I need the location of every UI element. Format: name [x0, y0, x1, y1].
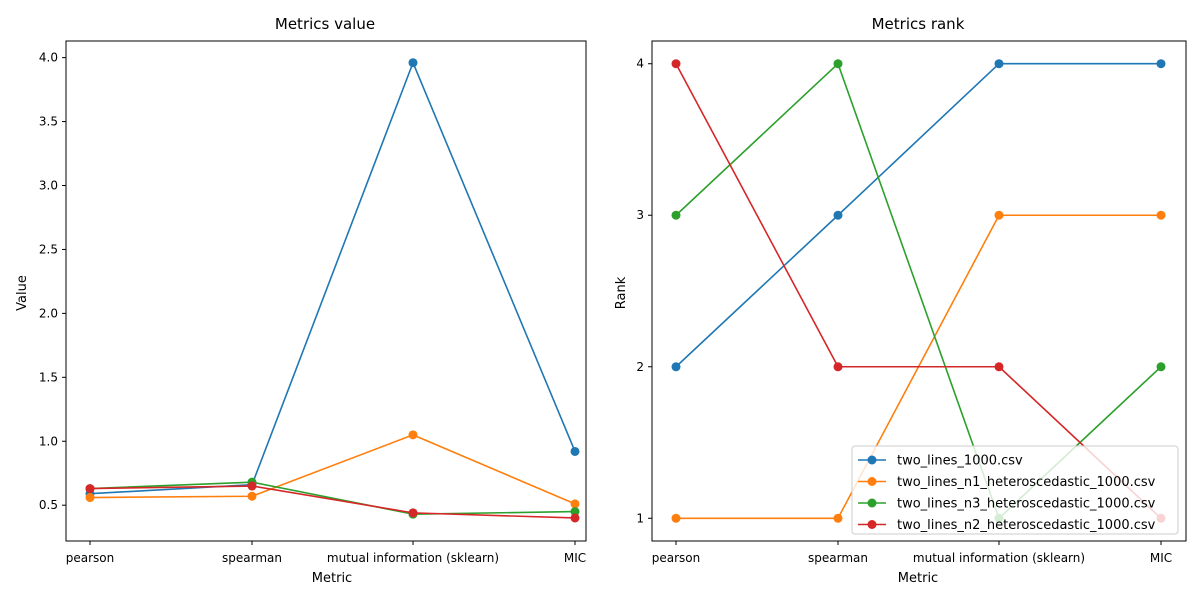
axes-frame-value — [65, 40, 587, 542]
legend-label: two_lines_n3_heteroscedastic_1000.csv — [897, 497, 1156, 512]
y-tick-label: 3.5 — [39, 115, 58, 129]
y-tick-label: 4.0 — [39, 51, 58, 65]
y-tick-label: 1 — [636, 511, 644, 525]
data-point — [570, 499, 580, 509]
data-point — [408, 430, 418, 440]
data-point — [408, 58, 418, 68]
data-point — [247, 491, 257, 501]
x-ticks-value: pearson spearman mutual information (sklea… — [66, 541, 586, 565]
y-tick-label: 2 — [636, 360, 644, 374]
legend-label: two_lines_n2_heteroscedastic_1000.csv — [897, 518, 1156, 533]
legend-label: two_lines_1000.csv — [897, 454, 1023, 469]
data-point — [994, 362, 1004, 372]
data-point — [671, 362, 681, 372]
legend-label: two_lines_n1_heteroscedastic_1000.csv — [897, 475, 1156, 490]
data-point — [833, 59, 843, 69]
y-tick-label: 0.5 — [39, 498, 58, 512]
data-point — [247, 481, 257, 491]
data-point — [994, 210, 1004, 220]
data-point — [408, 508, 418, 518]
legend: two_lines_1000.csv two_lines_n1_heterosce… — [851, 445, 1179, 535]
x-axis-label-rank: Metric — [898, 571, 938, 586]
legend-marker-swatch — [867, 498, 877, 508]
panel-title-value: Metrics value — [275, 15, 375, 33]
x-tick-label: mutual information (sklearn) — [327, 551, 499, 565]
series-group-value — [85, 58, 580, 523]
panel-title-rank: Metrics rank — [872, 15, 965, 33]
data-point — [1156, 362, 1166, 372]
series-line-4 — [89, 485, 576, 519]
series-line-3 — [89, 481, 576, 515]
y-ticks-rank: 1 2 3 4 — [636, 57, 652, 525]
y-axis-label-value: Value — [15, 275, 30, 311]
x-axis-label-value: Metric — [312, 571, 352, 586]
data-point — [833, 513, 843, 523]
data-point — [1156, 59, 1166, 69]
x-ticks-rank: pearson spearman mutual information (sklea… — [652, 541, 1172, 565]
x-tick-label: mutual information (sklearn) — [913, 551, 1085, 565]
data-point — [1156, 210, 1166, 220]
panel-metrics-value: Metrics value pearson spearman mutual info… — [15, 15, 587, 586]
legend-entries: two_lines_1000.csv two_lines_n1_heterosce… — [858, 454, 1156, 533]
x-tick-label: pearson — [652, 551, 701, 565]
data-point — [833, 362, 843, 372]
y-ticks-value: 0.5 1.0 1.5 2.0 2.5 3.0 3.5 4.0 — [39, 51, 66, 512]
series-line-4 — [675, 63, 1162, 519]
x-tick-label: pearson — [66, 551, 115, 565]
panel-metrics-rank: Metrics rank pearson spearman mutual infor… — [614, 15, 1187, 586]
x-tick-label: spearman — [222, 551, 282, 565]
data-point — [570, 507, 580, 517]
series-line-1 — [89, 61, 576, 495]
y-tick-label: 2.0 — [39, 306, 58, 320]
data-point — [833, 210, 843, 220]
y-tick-label: 3.0 — [39, 179, 58, 193]
series-line-2 — [89, 434, 576, 505]
axes-frame-rank — [651, 40, 1187, 542]
data-point — [671, 59, 681, 69]
legend-marker-swatch — [867, 477, 877, 486]
data-point — [570, 446, 580, 456]
legend-marker-swatch — [867, 455, 877, 465]
plot-area-value: pearson spearman mutual information (sklea… — [39, 40, 587, 565]
y-tick-label: 3 — [636, 208, 644, 222]
data-point — [85, 484, 95, 494]
y-tick-label: 1.0 — [39, 434, 58, 448]
y-tick-label: 4 — [636, 57, 644, 71]
plot-area-rank: pearson spearman mutual information (sklea… — [636, 40, 1187, 565]
x-tick-label: spearman — [808, 551, 868, 565]
legend-box — [851, 445, 1179, 535]
x-tick-label: MIC — [1150, 551, 1172, 565]
data-point — [671, 210, 681, 220]
legend-marker-swatch — [867, 520, 877, 529]
x-tick-label: MIC — [564, 551, 586, 565]
series-line-1 — [675, 62, 1161, 368]
data-point — [994, 59, 1004, 69]
data-point — [570, 513, 580, 523]
data-point — [671, 513, 681, 523]
data-point — [85, 493, 95, 503]
y-tick-label: 1.5 — [39, 370, 58, 384]
y-tick-label: 2.5 — [39, 242, 58, 256]
y-axis-label-rank: Rank — [614, 276, 629, 309]
